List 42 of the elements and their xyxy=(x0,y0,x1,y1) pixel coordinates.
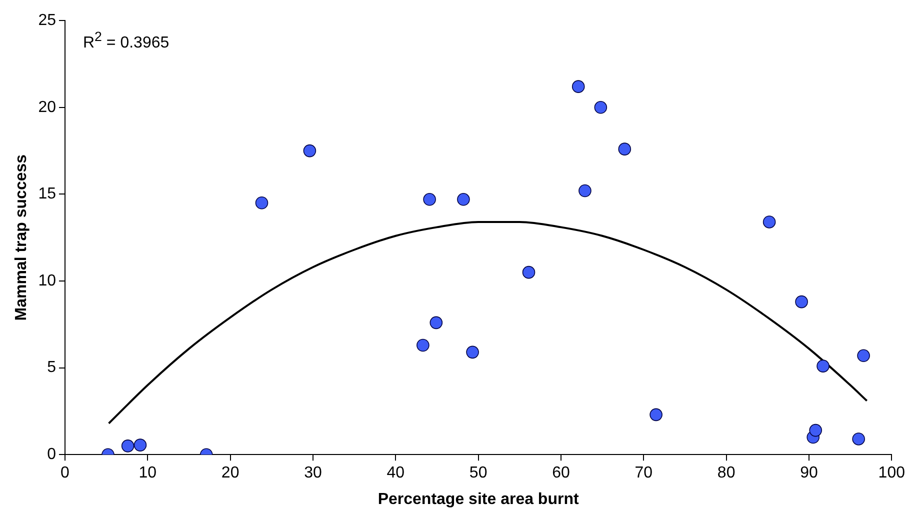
point xyxy=(795,295,808,308)
y-tick-label: 20 xyxy=(38,98,56,116)
x-tick-label: 50 xyxy=(469,464,488,482)
x-tick-label: 70 xyxy=(634,464,653,482)
point xyxy=(134,438,147,452)
point xyxy=(416,338,430,352)
y-tick-label: 15 xyxy=(38,186,56,203)
x-axis-title: Percentage site area burnt xyxy=(378,490,580,508)
x-tick-label: 90 xyxy=(800,464,818,482)
point xyxy=(650,408,662,422)
point xyxy=(857,349,870,362)
point xyxy=(618,142,632,156)
point xyxy=(423,193,436,206)
point xyxy=(457,193,470,206)
point xyxy=(578,184,592,198)
point xyxy=(121,440,134,452)
x-tick-label: 30 xyxy=(304,464,322,482)
x-tick-label: 100 xyxy=(878,464,906,482)
point xyxy=(522,266,536,279)
x-tick-label: 0 xyxy=(60,464,70,482)
point xyxy=(762,216,776,228)
y-tick-label: 10 xyxy=(38,272,56,290)
x-tick-label: 60 xyxy=(552,464,570,482)
y-tick-label: 25 xyxy=(38,12,56,30)
x-tick-label: 20 xyxy=(221,464,240,482)
x-tick-label: 10 xyxy=(138,464,157,482)
point xyxy=(255,196,268,210)
point xyxy=(572,80,585,93)
line-series xyxy=(108,220,868,424)
annotation: R$^{2}$ = 0.3965 xyxy=(82,28,170,52)
point xyxy=(594,101,608,114)
x-tick-label: 80 xyxy=(717,464,736,482)
point xyxy=(303,144,316,158)
y-tick-label: 5 xyxy=(47,359,56,376)
point xyxy=(809,424,822,437)
y-axis-title: Mammal trap success xyxy=(13,154,30,321)
point xyxy=(430,316,443,330)
point xyxy=(466,346,479,359)
y-tick-label: 0 xyxy=(47,446,56,464)
x-tick-label: 40 xyxy=(386,464,405,482)
point xyxy=(852,432,865,446)
point xyxy=(816,360,830,372)
